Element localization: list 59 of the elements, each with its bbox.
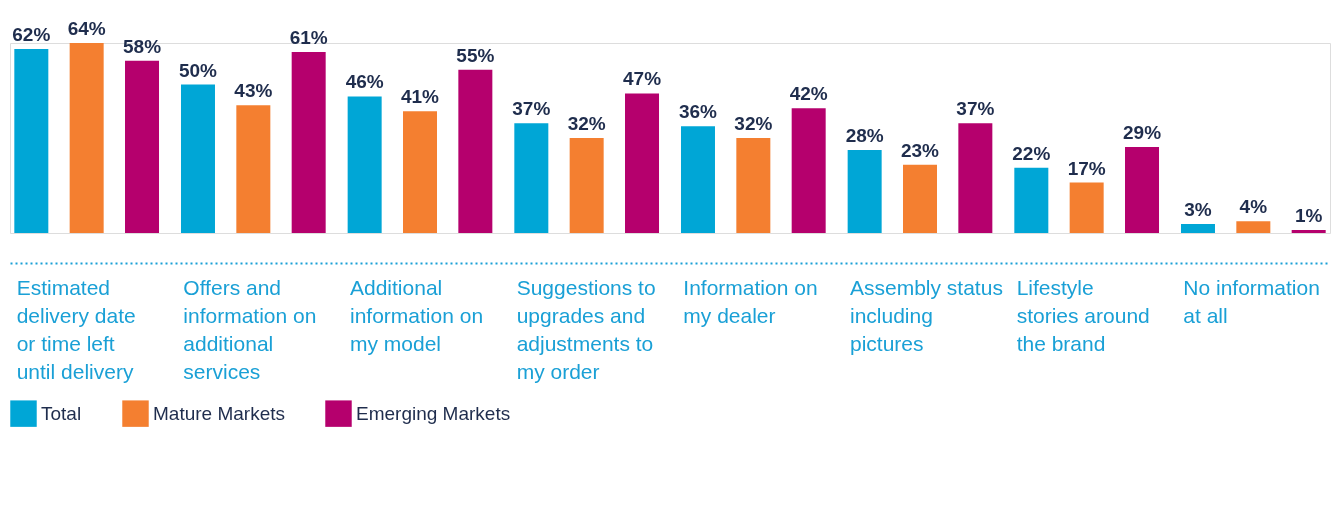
data-label: 36% (678, 101, 718, 123)
legend-label: Mature Markets (153, 402, 285, 424)
x-tick-label: No information at all (1183, 275, 1320, 327)
bar (236, 105, 271, 233)
data-label: 37% (956, 98, 995, 120)
bar (1014, 167, 1049, 233)
bar (347, 96, 382, 233)
bar (69, 43, 104, 233)
bar (180, 84, 215, 233)
bar (1236, 221, 1271, 233)
data-label: 46% (345, 71, 384, 93)
data-label: 29% (1123, 121, 1162, 143)
bar (125, 60, 160, 233)
x-tick-label: Information on my dealer (683, 275, 818, 327)
x-tick-label: Additional information on my model (350, 275, 484, 355)
x-tick-label: Assembly status including pictures (850, 275, 1003, 355)
data-label: 64% (67, 18, 106, 39)
data-label: 4% (1239, 196, 1268, 218)
bar (736, 138, 771, 233)
bar (1125, 146, 1160, 233)
bar (1069, 182, 1104, 233)
data-label: 28% (845, 124, 884, 146)
bar (903, 164, 937, 233)
bar (14, 48, 49, 233)
legend-label: Emerging Markets (356, 402, 511, 424)
data-label: 43% (234, 80, 273, 102)
data-label: 42% (789, 83, 828, 105)
data-label: 58% (123, 35, 162, 57)
x-tick-label: Lifestyle stories around the brand (1016, 275, 1150, 355)
bar (291, 51, 326, 233)
data-label: 1% (1294, 205, 1323, 227)
bar (625, 93, 660, 233)
data-label: 50% (178, 59, 218, 81)
data-label: 22% (1012, 142, 1051, 164)
x-tick-label: Suggestions to upgrades and adjustments to my order (516, 275, 656, 383)
bar (403, 111, 437, 233)
bar (847, 149, 882, 233)
legend-label: Total (41, 402, 82, 424)
data-label: 47% (623, 68, 662, 90)
bar (958, 123, 993, 233)
x-tick-label: Estimated delivery date or time left until delivery (16, 275, 136, 383)
bar (791, 108, 826, 233)
bar (1291, 230, 1326, 233)
bar (680, 126, 715, 233)
data-label: 17% (1067, 157, 1106, 179)
bar (514, 123, 549, 233)
data-label: 23% (900, 139, 940, 161)
data-label: 41% (400, 86, 440, 108)
data-label: 61% (289, 26, 328, 48)
bar (458, 69, 493, 233)
bar (569, 138, 604, 233)
data-label: 32% (567, 113, 606, 134)
data-label: 55% (456, 44, 495, 66)
data-label: 37% (512, 98, 551, 120)
data-label: 62% (12, 23, 51, 45)
x-tick-label: Offers and information on additional services (183, 275, 317, 383)
bar (1180, 224, 1215, 233)
data-label: 32% (734, 113, 773, 134)
data-label: 3% (1184, 199, 1212, 221)
